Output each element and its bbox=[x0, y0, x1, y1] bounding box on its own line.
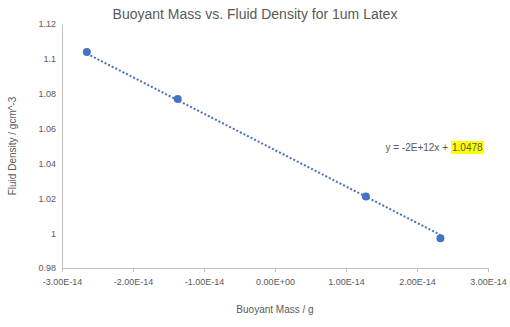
y-tick: 1.1 bbox=[43, 54, 62, 64]
y-tick: 1.04 bbox=[38, 159, 62, 169]
x-axis-title: Buoyant Mass / g bbox=[236, 304, 313, 315]
x-tick-mark bbox=[488, 268, 489, 272]
x-tick-mark bbox=[346, 268, 347, 272]
x-tick-label: -2.00E-14 bbox=[114, 277, 154, 287]
point bbox=[83, 48, 91, 56]
annotation: 1.0478 y = -2E+12x + bbox=[385, 141, 484, 154]
x-tick-label: 2.00E-14 bbox=[399, 277, 436, 287]
y-tick-label: 0.98 bbox=[38, 263, 56, 273]
y-tick-label: 1.06 bbox=[38, 124, 56, 134]
y-axis: 0.98 1 1.02 1.04 1.06 1.08 1.1 1.12 bbox=[38, 19, 62, 273]
x-tick-label: 1.00E-14 bbox=[328, 277, 365, 287]
x-tick-label: -3.00E-14 bbox=[43, 277, 83, 287]
annotation-text: y = -2E+12x + bbox=[385, 142, 448, 153]
y-tick: 1 bbox=[51, 229, 62, 239]
y-tick-label: 1.04 bbox=[38, 159, 56, 169]
x-tick-mark bbox=[417, 268, 418, 272]
y-tick: 1.12 bbox=[38, 19, 62, 29]
background bbox=[0, 0, 510, 327]
y-tick-label: 1.02 bbox=[38, 194, 56, 204]
y-tick-label: 1.08 bbox=[38, 89, 56, 99]
point bbox=[362, 193, 370, 201]
y-tick-label: 1.12 bbox=[38, 19, 56, 29]
x-tick-label: -1.00E-14 bbox=[185, 277, 225, 287]
y-tick: 1.02 bbox=[38, 194, 62, 204]
x-tick: 3.00E-14 bbox=[470, 268, 507, 287]
y-axis-title: Fluid Density / gcm^-3 bbox=[7, 96, 18, 195]
x-tick-label: 0.00E+00 bbox=[256, 277, 295, 287]
x-tick-mark bbox=[62, 268, 63, 272]
chart: Buoyant Mass vs. Fluid Density for 1um L… bbox=[0, 0, 510, 327]
y-tick-label: 1 bbox=[51, 229, 56, 239]
x-tick: -1.00E-14 bbox=[185, 268, 225, 287]
x-tick: 1.00E-14 bbox=[328, 268, 365, 287]
annotation-text: 1.0478 bbox=[452, 142, 483, 153]
x-tick: 2.00E-14 bbox=[399, 268, 436, 287]
x-axis: -3.00E-14 -2.00E-14 -1.00E-14 0.00E+00 1.00E… bbox=[43, 268, 507, 287]
x-tick: -2.00E-14 bbox=[114, 268, 154, 287]
x-tick: 0.00E+00 bbox=[256, 268, 295, 287]
title: Buoyant Mass vs. Fluid Density for 1um L… bbox=[113, 6, 398, 22]
x-tick-mark bbox=[275, 268, 276, 272]
y-tick-label: 1.1 bbox=[43, 54, 56, 64]
y-tick: 0.98 bbox=[38, 263, 62, 273]
point bbox=[174, 95, 182, 103]
y-tick: 1.08 bbox=[38, 89, 62, 99]
annotation-highlight bbox=[451, 141, 484, 154]
x-tick-mark bbox=[204, 268, 205, 272]
y-tick: 1.06 bbox=[38, 124, 62, 134]
point bbox=[436, 234, 444, 242]
y-axis-line bbox=[62, 25, 63, 269]
x-tick-label: 3.00E-14 bbox=[470, 277, 507, 287]
x-tick-mark bbox=[133, 268, 134, 272]
